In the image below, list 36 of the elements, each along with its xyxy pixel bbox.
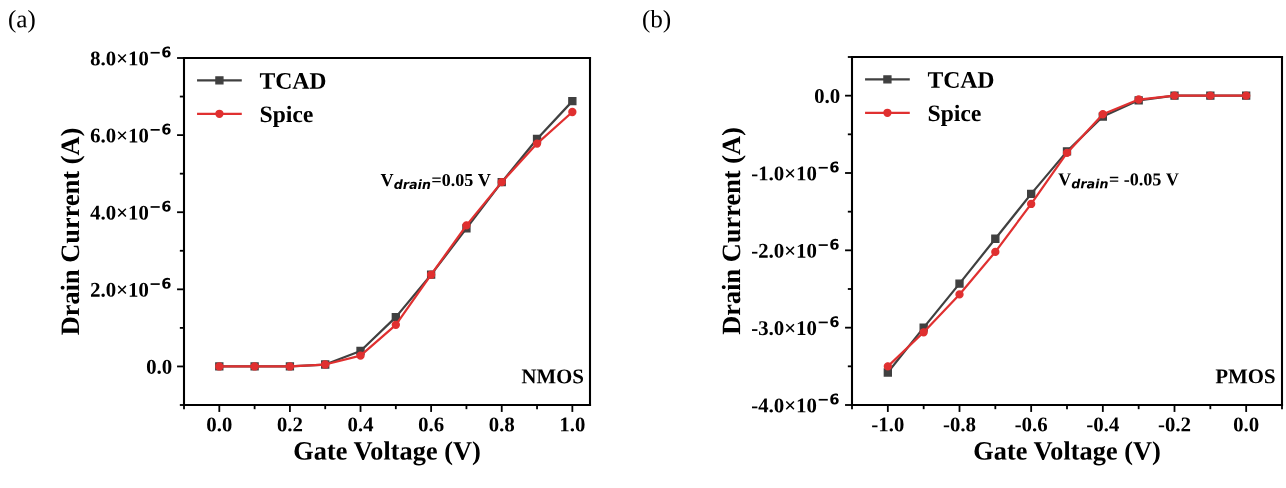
annotation: NMOS xyxy=(521,369,584,384)
x-tick-label: 0.2 xyxy=(277,417,303,432)
x-tick-label: -0.6 xyxy=(1015,417,1048,432)
legend-label: TCAD xyxy=(927,72,994,88)
x-tick-label: 0.4 xyxy=(348,417,374,432)
y-tick-label: 0.0 xyxy=(146,359,172,374)
y-tick-label: 6.0×10$^{−6}$ xyxy=(90,123,171,143)
x-axis-title: Gate Voltage (V) xyxy=(974,441,1160,466)
x-tick-label: 0.6 xyxy=(418,417,444,432)
legend-label: Spice xyxy=(928,104,981,127)
legend-label: Spice xyxy=(260,105,313,128)
y-axis-title: Drain Current (A) xyxy=(60,128,85,335)
y-tick-label: 8.0×10$^{−6}$ xyxy=(90,46,171,66)
annotation: V$_{drain}$= -0.05 V xyxy=(1058,173,1179,189)
y-tick-label: -4.0×10$^{−6}$ xyxy=(752,393,839,413)
y-tick-label: 2.0×10$^{−6}$ xyxy=(90,277,171,297)
legend-label: TCAD xyxy=(259,73,326,89)
x-tick-label: 1.0 xyxy=(561,417,585,432)
chart-title: (b) xyxy=(643,10,671,33)
annotation: V$_{drain}$=0.05 V xyxy=(380,173,491,190)
annotation: PMOS xyxy=(1215,369,1275,384)
y-tick-label: -3.0×10$^{−6}$ xyxy=(752,316,839,336)
x-tick-label: -0.4 xyxy=(1087,417,1119,432)
x-tick-label: 0.0 xyxy=(1233,417,1259,432)
y-tick-label: -2.0×10$^{−6}$ xyxy=(752,238,839,258)
chart-title: (a) xyxy=(9,10,35,33)
x-tick-label: -0.2 xyxy=(1158,417,1191,432)
y-tick-label: 4.0×10$^{−6}$ xyxy=(90,200,171,220)
x-tick-label: -0.8 xyxy=(943,417,976,432)
y-tick-label: 0.0 xyxy=(814,89,840,104)
x-axis-title: Gate Voltage (V) xyxy=(294,441,480,466)
x-tick-label: 0.0 xyxy=(207,417,232,432)
x-tick-label: -1.0 xyxy=(872,417,904,432)
x-tick-label: 0.8 xyxy=(489,417,515,432)
y-tick-label: -1.0×10$^{−6}$ xyxy=(752,161,839,181)
y-axis-title: Drain Current (A) xyxy=(721,128,746,335)
